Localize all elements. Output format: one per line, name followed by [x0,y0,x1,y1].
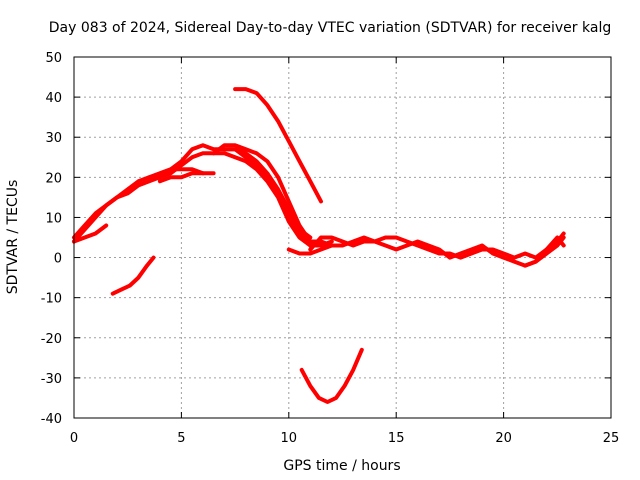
series-layer [72,87,566,404]
axis-ticks: 0 5 10 15 20 25 -40 -30 -20 -10 0 10 20 30 40 50 [41,51,620,446]
chart-title: Day 083 of 2024, Sidereal Day-to-day VTE… [49,20,611,36]
series-line-arc-main-4 [211,143,323,244]
series-line-arc-flat-a [308,231,566,260]
x-tick-label: 10 [281,431,298,446]
x-tick-label: 15 [388,431,405,446]
x-tick-label: 0 [70,431,78,446]
series-line-arc-neg-deep [299,347,364,404]
series-line-arc-afternoon-a [147,167,205,180]
plot-frame [73,56,612,419]
y-tick-label: -40 [41,412,62,427]
x-tick-label: 5 [177,431,185,446]
series-line-arc-main-3 [222,147,334,248]
y-tick-label: -30 [41,372,62,387]
y-tick-label: 30 [45,131,62,146]
y-tick-label: 0 [54,252,62,267]
y-tick-label: 20 [45,171,62,186]
y-tick-label: 50 [45,51,62,66]
series-line-arc-fall [233,87,323,204]
grid [74,57,611,418]
x-axis-label: GPS time / hours [283,458,400,474]
y-tick-label: -20 [41,332,62,347]
series-line-arc-afternoon-b [157,171,216,184]
y-tick-label: 40 [45,91,62,106]
series-line-arc-end [523,235,566,268]
series-line-arc-flat-c [286,243,334,256]
series-line-arc-neg-small [110,255,156,296]
series-line-arc-main-2 [72,143,313,240]
x-tick-label: 25 [603,431,620,446]
y-axis-label: SDTVAR / TECUs [5,180,21,295]
x-tick-label: 20 [495,431,512,446]
y-tick-label: 10 [45,211,62,226]
series-line-arc-early [72,223,109,244]
y-tick-label: -10 [41,292,62,307]
